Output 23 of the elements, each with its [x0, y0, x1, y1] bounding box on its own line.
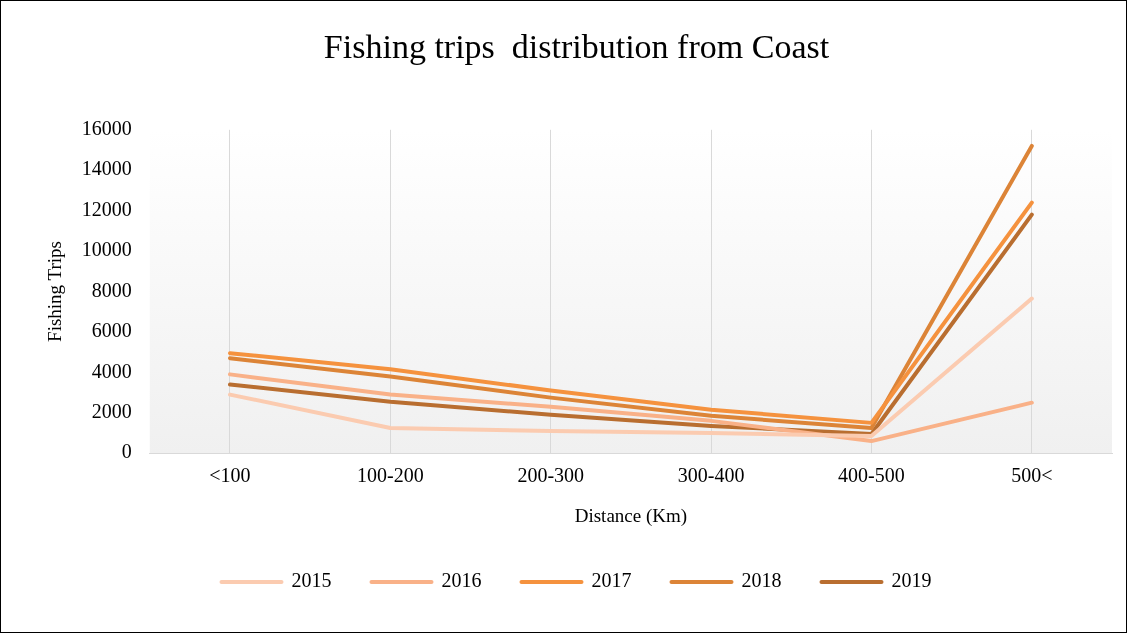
x-axis-title: Distance (Km)	[574, 504, 688, 527]
x-tick-label: 200-300	[517, 464, 585, 487]
legend-label: 2017	[591, 569, 632, 592]
y-tick-label: 10000	[81, 238, 132, 261]
y-tick-label: 16000	[81, 117, 132, 140]
legend-label: 2018	[741, 569, 782, 592]
y-axis-title: Fishing Trips	[44, 241, 66, 342]
chart-title: Fishing trips distribution from Coast	[323, 28, 830, 66]
y-tick-label: 14000	[81, 157, 132, 180]
y-tick-label: 4000	[91, 359, 132, 382]
x-tick-label: 300-400	[677, 464, 745, 487]
legend-label: 2016	[441, 569, 482, 592]
legend-label: 2015	[291, 569, 332, 592]
y-tick-label: 6000	[91, 319, 132, 342]
y-tick-label: 8000	[91, 278, 132, 301]
x-tick-label: <100	[209, 464, 251, 487]
y-tick-label: 12000	[81, 197, 132, 220]
x-tick-label: 100-200	[357, 464, 424, 487]
legend-label: 2019	[891, 569, 932, 592]
y-tick-label: 0	[121, 440, 132, 463]
x-tick-label: 400-500	[838, 464, 905, 487]
y-tick-label: 2000	[91, 400, 132, 423]
x-tick-label: 500<	[1011, 464, 1053, 487]
